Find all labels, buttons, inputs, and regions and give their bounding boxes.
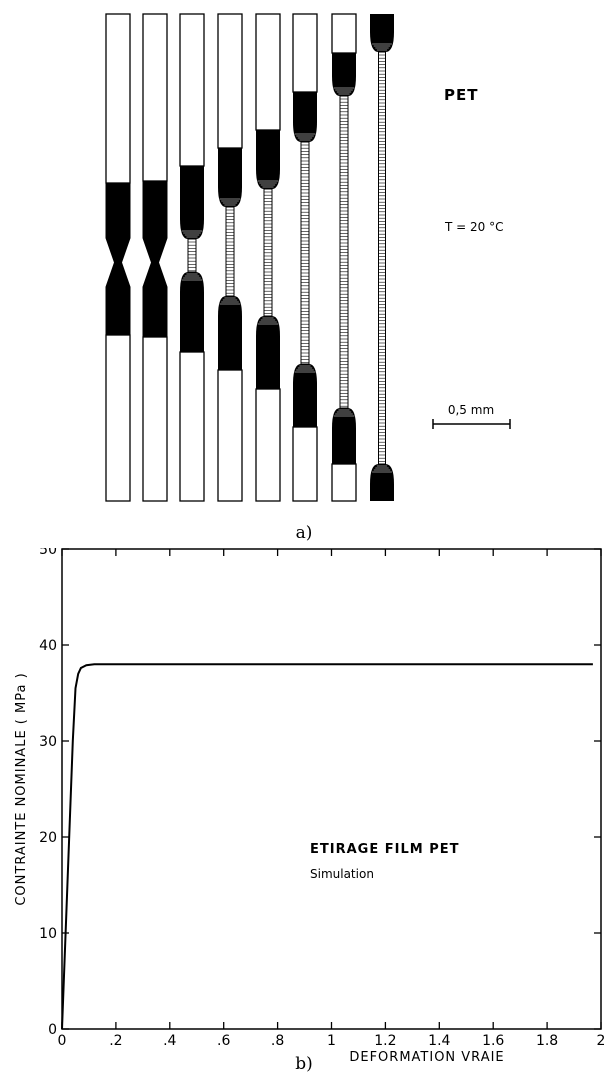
specimen xyxy=(105,13,131,502)
y-tick-label: 40 xyxy=(39,638,57,654)
stress-strain-curve xyxy=(61,663,593,1030)
stress-strain-chart: 0 .2 .4 .6 .8 1 1.2 1.4 1.6 1.8 2 0 10 20 30 40 50 DEFO… xyxy=(14,542,606,1074)
plot-frame xyxy=(61,548,602,1030)
temperature-label: T = 20 °C xyxy=(444,220,503,234)
x-tick-label: .4 xyxy=(163,1033,176,1049)
x-axis-ticks: 0 .2 .4 .6 .8 1 1.2 1.4 1.6 1.8 2 xyxy=(58,549,606,1049)
x-axis-label: DEFORMATION VRAIE xyxy=(349,1050,504,1065)
annotation-subtitle: Simulation xyxy=(310,867,374,881)
panel-b-label: b) xyxy=(295,1054,313,1074)
specimen xyxy=(142,13,168,502)
x-tick-label: 1.2 xyxy=(374,1033,396,1049)
scale-bar-label: 0,5 mm xyxy=(448,403,494,417)
panel-b: 0 .2 .4 .6 .8 1 1.2 1.4 1.6 1.8 2 0 10 20 30 40 50 DEFO… xyxy=(0,542,609,1076)
specimen xyxy=(331,13,357,502)
x-tick-label: 1 xyxy=(327,1033,336,1049)
y-axis-label: CONTRAINTE NOMINALE ( MPa ) xyxy=(14,672,29,905)
specimen-figure: PET T = 20 °C 0,5 mm a) xyxy=(105,13,511,543)
y-tick-label: 10 xyxy=(39,926,57,942)
x-tick-label: 0 xyxy=(58,1033,67,1049)
specimen xyxy=(179,13,205,502)
x-tick-label: 2 xyxy=(597,1033,606,1049)
x-tick-label: 1.6 xyxy=(482,1033,504,1049)
x-tick-label: .8 xyxy=(271,1033,284,1049)
specimen xyxy=(292,13,318,502)
panel-a: PET T = 20 °C 0,5 mm a) xyxy=(105,13,511,543)
specimen xyxy=(217,13,243,502)
specimen xyxy=(370,14,394,501)
x-tick-label: .6 xyxy=(217,1033,230,1049)
material-label: PET xyxy=(444,86,478,104)
y-tick-label: 50 xyxy=(39,548,57,558)
y-tick-label: 30 xyxy=(39,734,57,750)
y-tick-label: 0 xyxy=(48,1022,57,1038)
annotation-title: ETIRAGE FILM PET xyxy=(310,842,459,857)
specimen xyxy=(255,13,281,502)
x-tick-label: .2 xyxy=(109,1033,122,1049)
y-axis-ticks: 0 10 20 30 40 50 xyxy=(39,542,601,1038)
y-tick-label: 20 xyxy=(39,830,57,846)
x-tick-label: 1.4 xyxy=(428,1033,450,1049)
x-tick-label: 1.8 xyxy=(536,1033,558,1049)
specimen-group xyxy=(105,13,394,502)
panel-a-label: a) xyxy=(296,523,313,543)
